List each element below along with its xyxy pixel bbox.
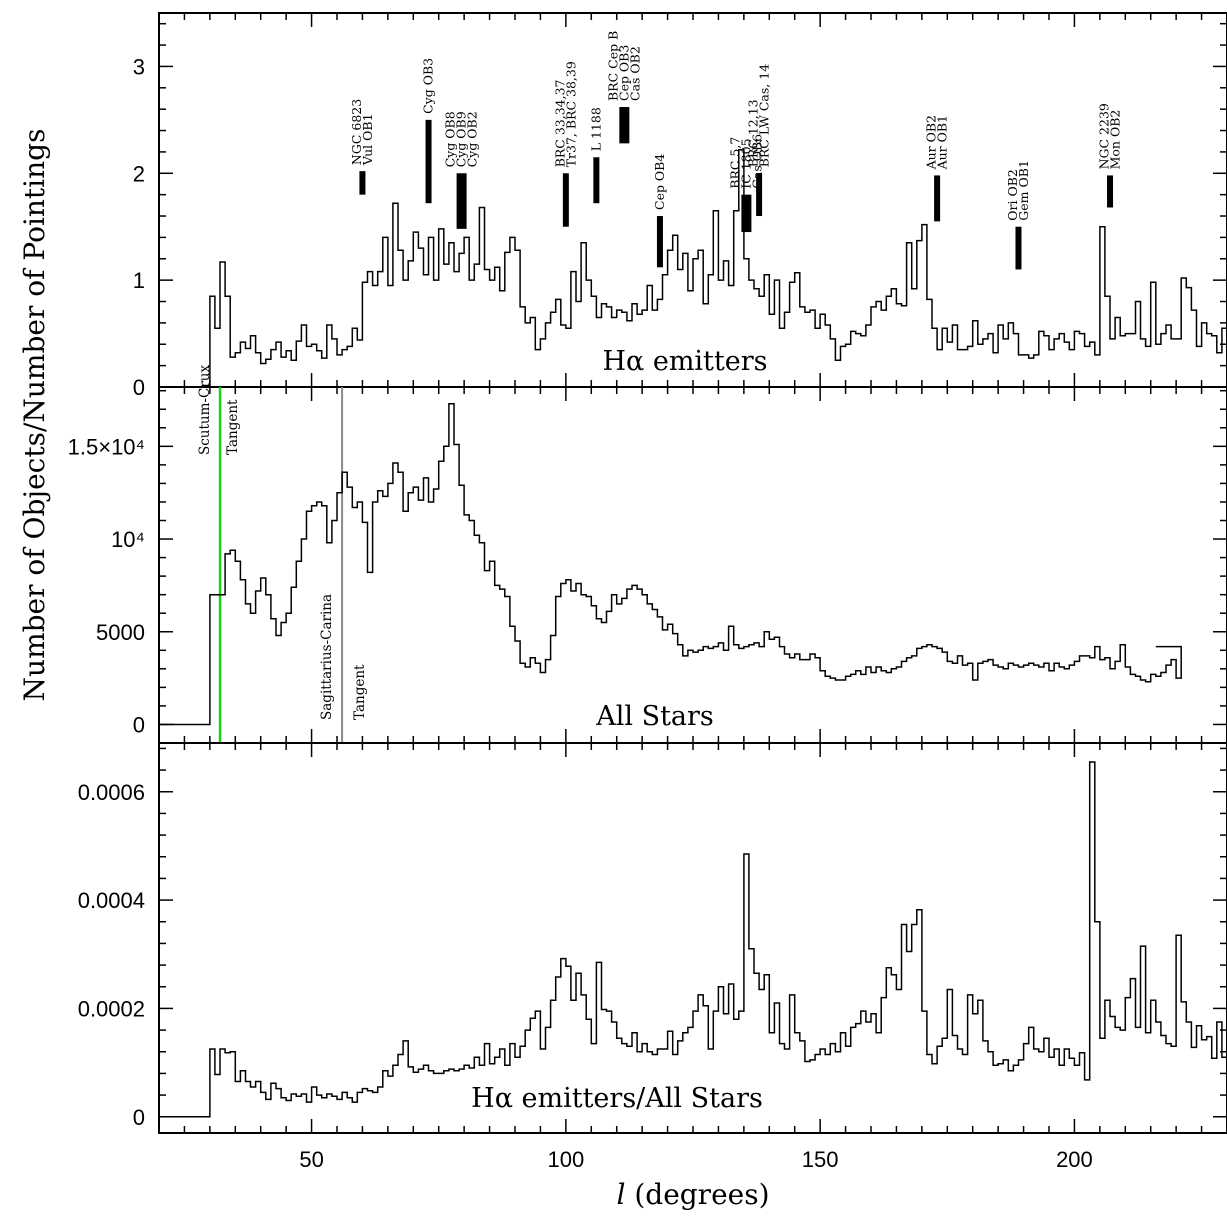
panel-frame — [158, 12, 1227, 388]
region-bar — [456, 173, 467, 229]
region-bar — [359, 171, 366, 195]
region-label: BRC 33,34,37 — [552, 79, 567, 167]
y-tick-label: 0.0006 — [78, 780, 145, 805]
x-tick-label: 50 — [299, 1147, 323, 1172]
region-label: Cep OB4 — [652, 154, 667, 210]
y-tick-label: 10⁴ — [111, 527, 145, 552]
region-label: Cyg OB8 — [443, 111, 458, 167]
region-label: NGC 2239 — [1097, 103, 1112, 169]
region-label: Mon OB2 — [1108, 110, 1123, 170]
region-bar — [425, 119, 432, 204]
region-label: BRC 12,13 — [746, 99, 761, 167]
region-label: Gem OB1 — [1016, 160, 1031, 221]
y-tick-label: 0.0004 — [78, 888, 145, 913]
y-tick-label: 3 — [133, 54, 145, 79]
region-label: Cyg OB3 — [421, 58, 436, 114]
region-label: BRC 5,7 — [727, 137, 742, 189]
region-label: Cep OB3 — [616, 45, 631, 101]
panel-label-ha: Hα emitters — [602, 346, 767, 377]
region-label: IC 1805 — [738, 138, 753, 188]
region-bar — [656, 216, 663, 268]
region-bar — [741, 194, 752, 233]
panel-frame — [158, 742, 1227, 1134]
region-label: NGC 6823 — [349, 99, 364, 165]
y-axis-title: Number of Objects/Number of Pointings — [18, 129, 51, 702]
x-axis-unit: (degrees) — [634, 1178, 769, 1211]
region-bar — [1107, 175, 1114, 208]
region-label: Ori OB2 — [1005, 169, 1020, 221]
region-label: Aur OB2 — [924, 115, 939, 170]
region-label: BRC LW Cas, 14 — [757, 64, 772, 168]
panel-label-all: All Stars — [595, 701, 714, 732]
tangent-label: Tangent — [225, 399, 241, 455]
tangent-label: Scutum-Crux — [197, 365, 213, 455]
series-line-all — [159, 402, 1182, 726]
y-tick-label: 0 — [133, 375, 145, 400]
y-tick-label: 0 — [133, 1105, 145, 1130]
y-tick-label: 2 — [133, 161, 145, 186]
region-bar — [756, 173, 763, 217]
y-tick-label: 1.5×10⁴ — [68, 434, 145, 459]
region-label: Aur OB1 — [935, 115, 950, 170]
panel-label-ratio: Hα emitters/All Stars — [471, 1083, 763, 1114]
region-label: L 1188 — [588, 107, 603, 151]
region-bar — [619, 107, 630, 144]
y-tick-label: 0.0002 — [78, 996, 145, 1021]
region-bar — [562, 173, 569, 227]
x-tick-label: 200 — [1056, 1147, 1093, 1172]
region-bar — [593, 157, 600, 204]
x-axis-title: l (degrees) — [616, 1178, 769, 1211]
panel-ratio: 0 0.0002 0.0004 0.0006 Hα emitters/All Stars… — [78, 742, 1227, 1172]
series-line-ha — [204, 149, 1227, 388]
region-label: Cas OB2 — [627, 46, 642, 101]
region-label: Cyg OB9 — [454, 111, 469, 167]
y-tick-label: 1 — [133, 268, 145, 293]
region-label: BRC Cep B — [605, 31, 620, 101]
x-tick-label: 150 — [802, 1147, 839, 1172]
region-bar — [1015, 226, 1022, 270]
tangent-label: Tangent — [352, 664, 368, 720]
region-bar — [934, 175, 941, 222]
region-label: Vul OB1 — [360, 113, 375, 166]
panel-all: 0 5000 10⁴ 1.5×10⁴ Scutum-Crux Tangent Sagitta… — [68, 365, 1227, 744]
series-line-ratio — [159, 761, 1227, 1118]
x-tick-label: 100 — [547, 1147, 584, 1172]
tangent-label: Sagittarius-Carina — [319, 594, 335, 720]
region-label: Tr37, BRC 38,39 — [563, 61, 578, 167]
region-label: Cyg OB2 — [465, 111, 480, 167]
y-tick-label: 0 — [133, 712, 145, 737]
y-tick-label: 5000 — [96, 620, 145, 645]
x-axis-variable: l — [616, 1178, 625, 1211]
